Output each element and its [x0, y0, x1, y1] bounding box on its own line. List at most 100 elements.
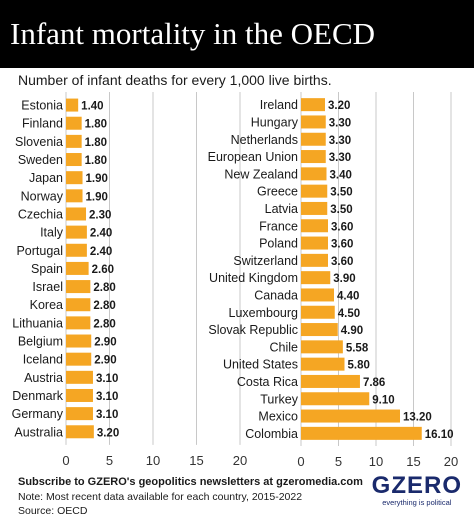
category-label: United States [223, 358, 298, 372]
bar [301, 374, 360, 388]
value-label: 2.80 [93, 282, 115, 294]
value-label: 3.30 [329, 135, 351, 147]
category-label: Belgium [18, 335, 63, 349]
bar [66, 116, 82, 130]
bar [301, 201, 328, 215]
category-label: Italy [40, 226, 64, 240]
category-label: Luxembourg [229, 306, 299, 320]
x-tick-label: 15 [189, 453, 203, 468]
x-tick-label: 10 [369, 454, 383, 469]
bar [301, 288, 334, 302]
bar [301, 184, 328, 198]
category-label: Colombia [245, 427, 298, 441]
value-label: 3.10 [96, 373, 118, 385]
bar [66, 207, 87, 221]
value-label: 1.90 [86, 191, 108, 203]
value-label: 13.20 [403, 412, 432, 424]
bar [66, 280, 91, 294]
bar [301, 98, 325, 112]
bar [66, 225, 87, 239]
x-tick-label: 15 [406, 454, 420, 469]
value-label: 5.58 [346, 342, 369, 354]
value-label: 3.30 [329, 152, 351, 164]
value-label: 3.60 [331, 256, 353, 268]
category-label: Portugal [16, 244, 63, 258]
bar [66, 98, 79, 112]
footer-note: Note: Most recent data available for eac… [18, 491, 303, 503]
category-label: Korea [30, 298, 63, 312]
bar [66, 316, 91, 330]
bar [301, 305, 335, 319]
category-label: European Union [208, 150, 298, 164]
category-label: Slovenia [15, 135, 63, 149]
category-label: Turkey [260, 392, 298, 406]
category-label: Finland [22, 117, 63, 131]
x-tick-label: 0 [62, 453, 69, 468]
category-label: Netherlands [231, 133, 298, 147]
category-label: New Zealand [224, 167, 298, 181]
value-label: 1.80 [85, 155, 107, 167]
bar [301, 409, 400, 423]
value-label: 3.90 [333, 273, 355, 285]
category-label: Sweden [18, 153, 63, 167]
category-label: Israel [32, 280, 63, 294]
bar [66, 189, 83, 203]
bar [301, 115, 326, 129]
value-label: 3.60 [331, 239, 353, 251]
value-label: 4.90 [341, 325, 363, 337]
bar [66, 171, 83, 185]
value-label: 3.50 [330, 187, 352, 199]
category-label: Norway [21, 189, 64, 203]
category-label: Greece [257, 185, 298, 199]
category-label: Ireland [260, 98, 298, 112]
bar [301, 340, 343, 354]
category-label: Estonia [21, 99, 63, 113]
logo-wordmark: GZERO [371, 472, 462, 499]
value-label: 1.80 [85, 137, 107, 149]
category-label: Poland [259, 237, 298, 251]
bar [301, 323, 338, 337]
bar [301, 392, 370, 406]
bar [301, 150, 326, 164]
category-label: Czechia [18, 207, 63, 221]
footer-source: Source: OECD [18, 505, 88, 517]
x-tick-label: 10 [146, 453, 160, 468]
category-label: Switzerland [233, 254, 298, 268]
category-label: Denmark [12, 389, 63, 403]
x-tick-label: 20 [233, 453, 247, 468]
category-label: Latvia [265, 202, 298, 216]
category-label: France [259, 219, 298, 233]
value-label: 3.20 [97, 427, 119, 439]
x-tick-label: 0 [297, 454, 304, 469]
bar [301, 426, 422, 440]
category-label: United Kingdom [209, 271, 298, 285]
bar [66, 407, 93, 421]
x-tick-label: 5 [106, 453, 113, 468]
value-label: 4.40 [337, 290, 359, 302]
bar [301, 167, 327, 181]
bar-chart: 0 5 10 15 20 Estonia 1.40 Finland 1.80 Slovenia 1.… [12, 92, 458, 469]
bar [66, 352, 92, 366]
bar [66, 261, 89, 275]
value-label: 3.10 [96, 391, 118, 403]
category-label: Lithuania [12, 316, 63, 330]
value-label: 9.10 [372, 394, 394, 406]
category-label: Costa Rica [237, 375, 298, 389]
bar [301, 357, 345, 371]
value-label: 1.90 [86, 173, 108, 185]
bar [66, 153, 82, 167]
value-label: 1.80 [85, 119, 107, 131]
bar [301, 132, 326, 146]
x-tick-label: 20 [444, 454, 458, 469]
category-label: Austria [24, 371, 63, 385]
value-label: 2.80 [93, 300, 115, 312]
category-label: Spain [31, 262, 63, 276]
category-label: Australia [14, 425, 63, 439]
category-label: Slovak Republic [208, 323, 298, 337]
category-label: Japan [29, 171, 63, 185]
bar [301, 271, 331, 285]
bar [66, 388, 93, 402]
value-label: 3.60 [331, 221, 353, 233]
value-label: 5.80 [348, 360, 370, 372]
category-label: Chile [270, 340, 299, 354]
